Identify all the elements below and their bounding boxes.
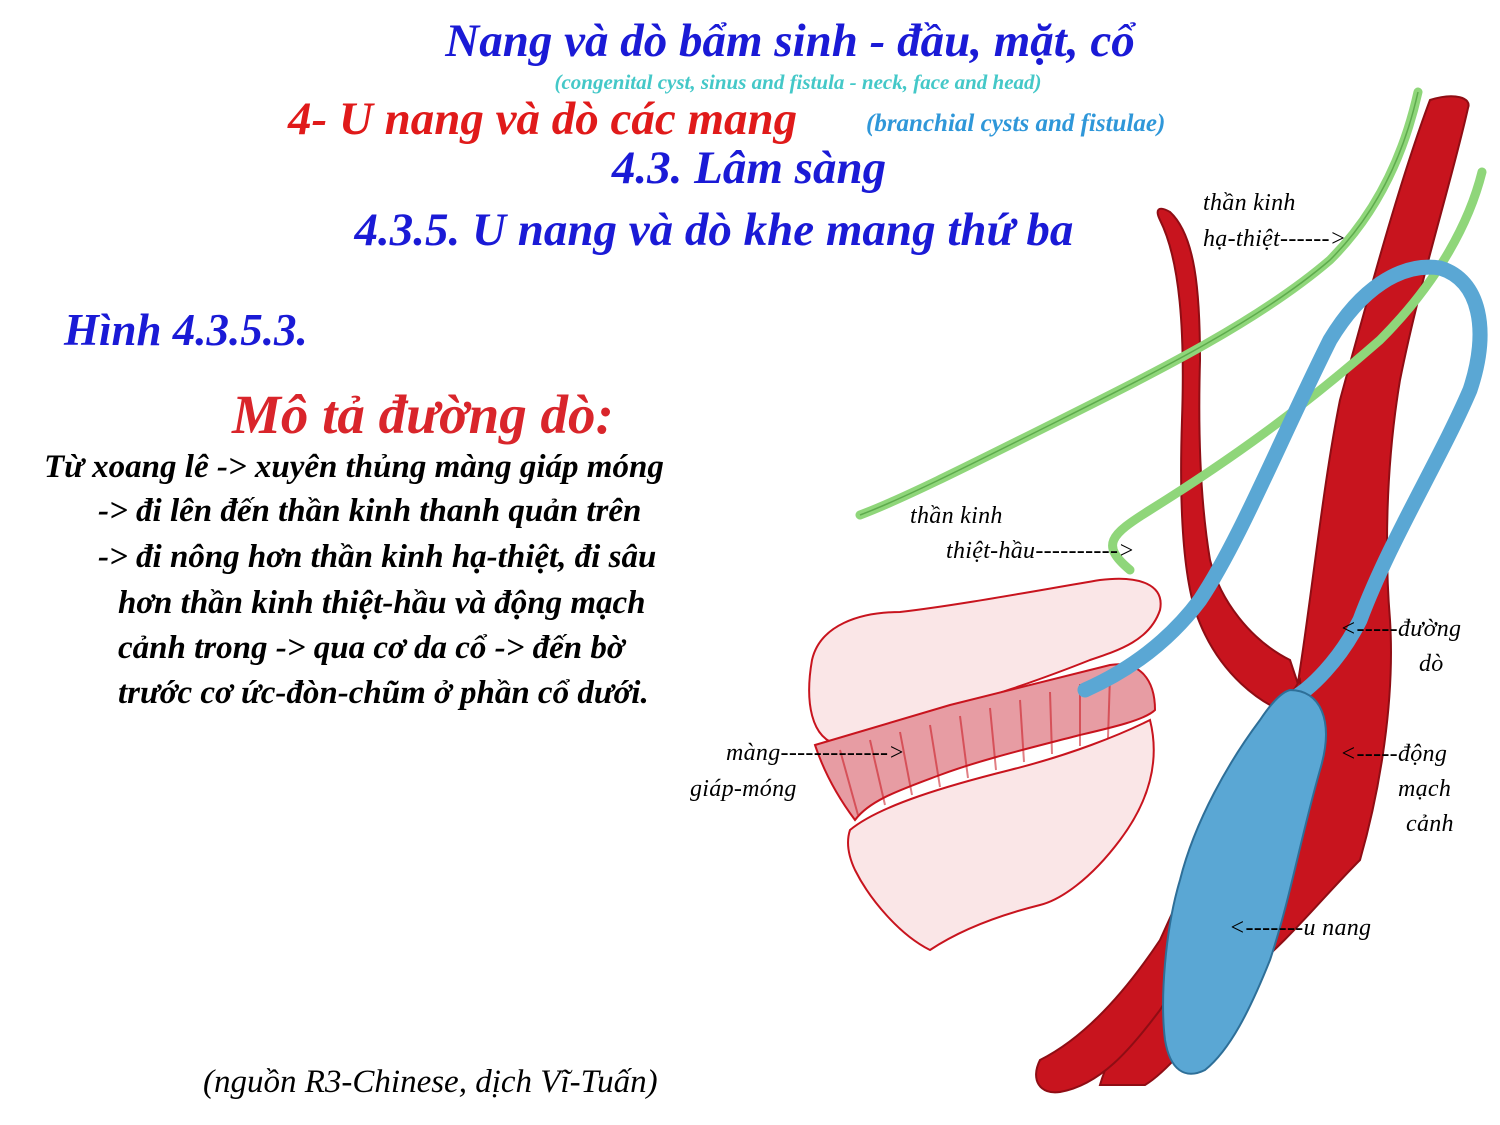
external-carotid-artery <box>1156 207 1312 722</box>
branchial-cyst <box>1162 688 1327 1075</box>
section-title: 4- U nang và dò các mang <box>288 93 798 145</box>
fistula-tract-label-line2: dò <box>1419 651 1444 677</box>
thyroid-cartilage <box>846 718 1155 952</box>
thyrohyoid-membrane <box>813 663 1157 822</box>
figure-label: Hình 4.3.5.3. <box>64 305 308 355</box>
description-line: cảnh trong -> qua cơ da cổ -> đến bờ <box>118 630 625 666</box>
hypoglossal-nerve-label-line1: thần kinh <box>1203 190 1296 216</box>
description-line: hơn thần kinh thiệt-hầu và động mạch <box>118 585 646 621</box>
carotid-artery-label-line1: <-----động <box>1340 741 1448 767</box>
description-line: -> đi lên đến thần kinh thanh quản trên <box>98 493 642 529</box>
fistula-tract <box>1077 259 1488 708</box>
thyrohyoid-membrane-label-line1: màng-------------> <box>726 740 905 766</box>
subsubsection-title: 4.3.5. U nang và dò khe mang thứ ba <box>354 204 1074 256</box>
main-title: Nang và dò bẩm sinh - đầu, mặt, cổ <box>445 15 1135 67</box>
glossopharyngeal-nerve-label-line2: thiệt-hầu----------> <box>946 538 1135 564</box>
section-english: (branchial cysts and fistulae) <box>866 110 1166 137</box>
thyrohyoid-membrane-label-line2: giáp-móng <box>690 776 797 802</box>
description-line: -> đi nông hơn thần kinh hạ-thiệt, đi sâ… <box>98 539 657 575</box>
glossopharyngeal-nerve-label-line1: thần kinh <box>910 503 1003 529</box>
carotid-artery-label-line3: cảnh <box>1406 811 1454 837</box>
hypoglossal-nerve-label-line2: hạ-thiệt------> <box>1203 226 1347 252</box>
thyrohyoid-region <box>808 577 1162 952</box>
cyst-label: <-------u nang <box>1229 915 1372 941</box>
description-line: trước cơ ức-đòn-chũm ở phần cổ dưới. <box>118 675 649 711</box>
hypoglossal-nerve-outline <box>859 91 1419 516</box>
carotid-artery-label-line2: mạch <box>1398 776 1452 802</box>
source-credit: (nguồn R3-Chinese, dịch Vĩ-Tuấn) <box>203 1064 658 1100</box>
english-subtitle: (congenital cyst, sinus and fistula - ne… <box>554 70 1042 94</box>
description-heading: Mô tả đường dò: <box>232 384 614 445</box>
description-line: Từ xoang lê -> xuyên thủng màng giáp món… <box>44 449 664 485</box>
fistula-tract-label-line1: <-----đường <box>1340 616 1462 642</box>
subsection-title: 4.3. Lâm sàng <box>611 142 887 194</box>
membrane-striations <box>839 675 1111 816</box>
